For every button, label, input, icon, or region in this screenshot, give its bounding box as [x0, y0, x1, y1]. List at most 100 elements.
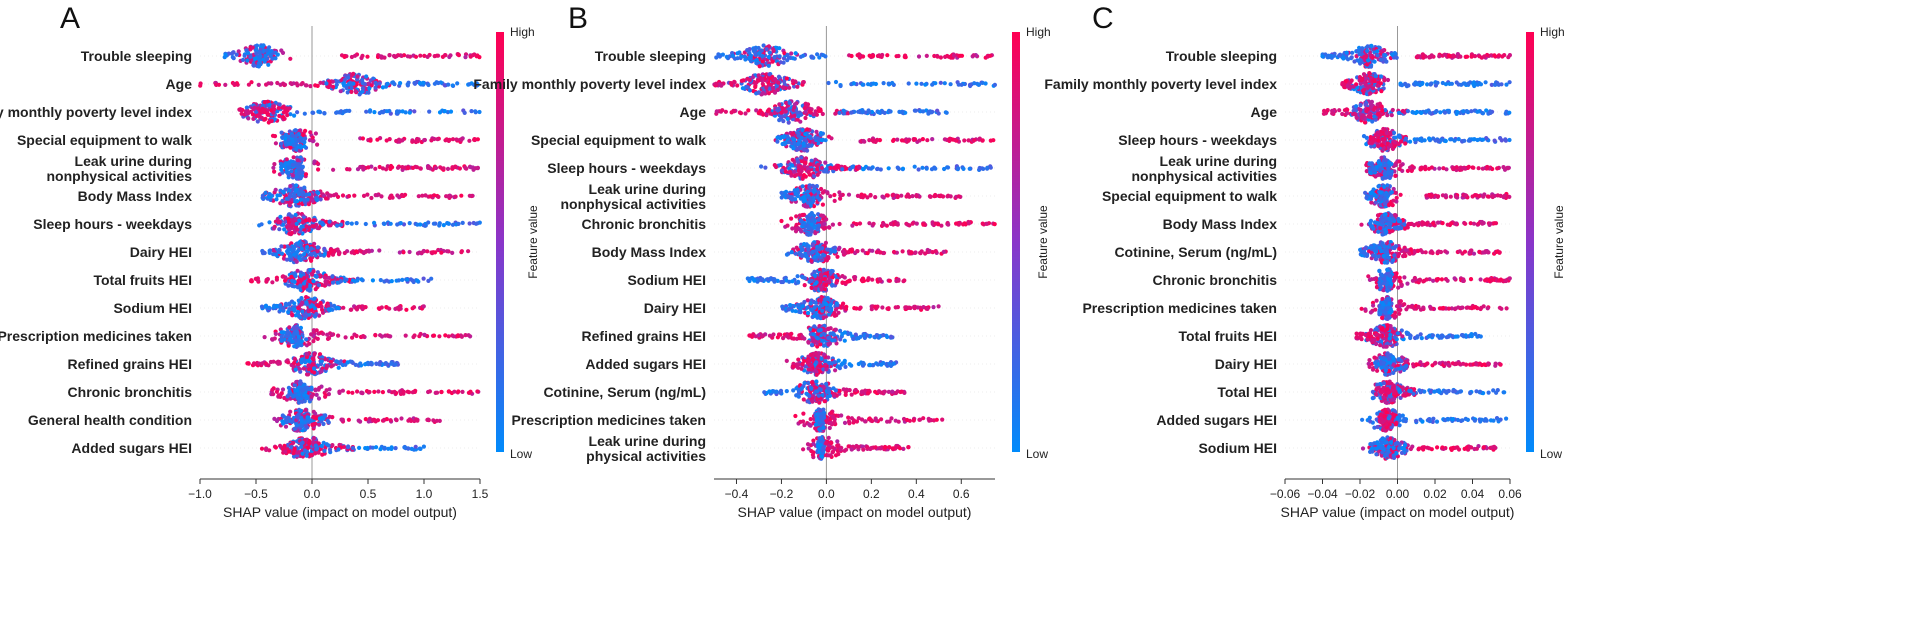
shap-point — [352, 193, 357, 198]
shap-point — [261, 107, 266, 112]
shap-point — [446, 194, 451, 199]
shap-point — [342, 77, 347, 82]
shap-point — [319, 369, 324, 374]
shap-point — [414, 165, 420, 170]
shap-point — [354, 249, 359, 254]
shap-point — [398, 221, 403, 226]
shap-point — [298, 315, 303, 320]
shap-point — [753, 84, 758, 90]
shap-point — [971, 53, 976, 58]
shap-point — [387, 389, 392, 394]
shap-point — [900, 249, 905, 254]
shap-point — [241, 57, 246, 63]
shap-point — [802, 147, 807, 152]
shap-point — [302, 198, 307, 203]
shap-point — [477, 109, 482, 115]
shap-point — [867, 221, 872, 226]
colorbar — [496, 32, 504, 452]
shap-point — [288, 145, 293, 150]
shap-point — [431, 333, 437, 338]
shap-point — [389, 446, 394, 451]
shap-point — [452, 389, 457, 394]
shap-point — [897, 109, 902, 114]
shap-point — [426, 417, 431, 422]
feature-row — [714, 99, 949, 125]
shap-point — [767, 72, 772, 77]
shap-point — [780, 106, 785, 111]
shap-point — [308, 304, 313, 309]
shap-point — [278, 161, 284, 167]
shap-point — [314, 274, 319, 279]
shap-point — [890, 193, 895, 198]
shap-point — [784, 76, 789, 81]
shap-point — [307, 441, 312, 446]
shap-point — [320, 452, 325, 457]
shap-point — [467, 221, 472, 226]
shap-point — [345, 90, 350, 95]
shap-point — [745, 48, 750, 53]
shap-point — [311, 357, 316, 362]
shap-point — [363, 417, 368, 422]
shap-point — [794, 245, 799, 250]
shap-point — [330, 79, 335, 84]
shap-point — [426, 220, 431, 225]
shap-point — [803, 160, 808, 165]
shap-point — [360, 136, 365, 141]
shap-point — [790, 226, 795, 231]
shap-point — [302, 252, 307, 257]
shap-point — [372, 110, 377, 115]
shap-point — [914, 194, 919, 199]
shap-point — [856, 109, 861, 114]
shap-point — [713, 81, 719, 86]
shap-point — [280, 114, 286, 120]
shap-point — [267, 305, 272, 310]
shap-point — [365, 445, 370, 451]
shap-point — [936, 111, 941, 116]
shap-point — [272, 162, 277, 167]
feature-label: Leak urine during nonphysical activities — [561, 181, 707, 212]
shap-point — [455, 81, 460, 86]
shap-point — [742, 54, 747, 59]
shap-point — [272, 134, 278, 139]
shap-point — [806, 143, 812, 148]
shap-point — [360, 81, 365, 86]
shap-point — [307, 192, 312, 197]
shap-point — [301, 256, 307, 261]
shap-point — [293, 194, 298, 199]
shap-point — [801, 141, 806, 146]
feature-row — [779, 211, 997, 237]
shap-point — [932, 165, 937, 170]
shap-point — [972, 138, 977, 143]
shap-point — [330, 280, 336, 285]
shap-point — [287, 106, 292, 111]
feature-label: Sodium HEI — [113, 300, 192, 316]
shap-point — [815, 226, 821, 231]
shap-point — [795, 84, 800, 89]
shap-point — [288, 336, 293, 341]
shap-point — [257, 50, 262, 55]
shap-point — [739, 78, 744, 83]
shap-point — [869, 166, 874, 171]
shap-point — [289, 218, 295, 223]
shap-point — [304, 385, 309, 390]
shap-point — [414, 137, 420, 143]
shap-point — [967, 166, 972, 171]
shap-point — [311, 110, 316, 115]
shap-point — [400, 277, 405, 282]
shap-point — [873, 81, 879, 87]
shap-point — [421, 80, 426, 85]
shap-point — [920, 137, 926, 142]
feature-label: Prescription medicines taken — [0, 328, 192, 344]
shap-point — [833, 111, 838, 116]
shap-point — [812, 188, 818, 193]
feature-label: Sleep hours - weekdays — [33, 216, 192, 232]
shap-point — [289, 274, 294, 279]
shap-point — [292, 307, 297, 312]
shap-point — [460, 220, 465, 225]
shap-point — [890, 80, 895, 86]
shap-point — [801, 195, 807, 200]
shap-point — [421, 304, 426, 309]
shap-point — [792, 105, 797, 110]
shap-point — [310, 362, 316, 367]
